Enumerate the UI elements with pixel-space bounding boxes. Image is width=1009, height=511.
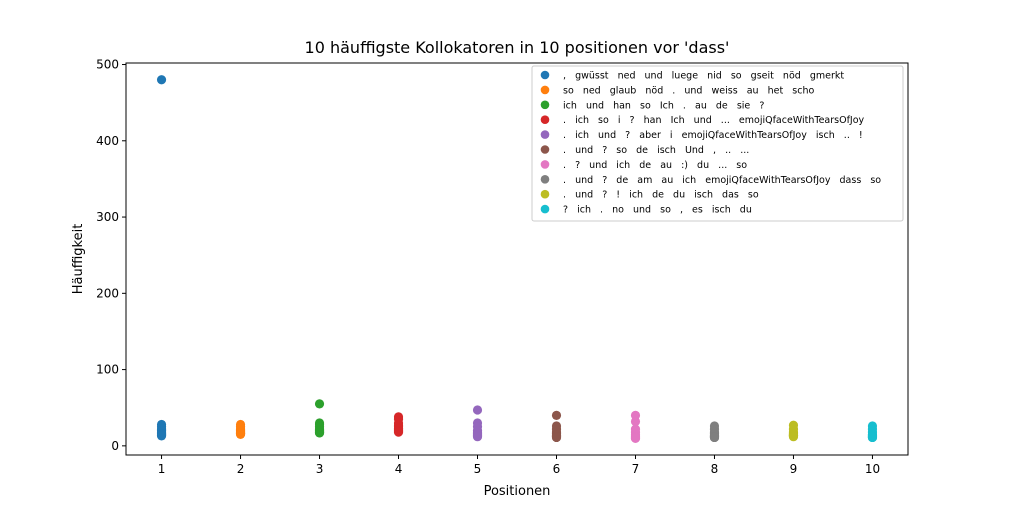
legend-entry-label: . und ? ! ich de du isch das so <box>563 190 759 201</box>
y-tick-label: 200 <box>96 286 119 300</box>
legend-marker <box>540 145 550 154</box>
y-tick-label: 500 <box>96 58 119 72</box>
legend-entry-label: . ? und ich de au :) du ... so <box>563 160 747 171</box>
data-point <box>788 432 799 442</box>
data-point <box>235 429 246 440</box>
x-tick-label: 8 <box>711 462 719 476</box>
x-tick-label: 10 <box>865 462 880 476</box>
legend-marker <box>540 100 550 110</box>
x-tick-label: 6 <box>553 462 561 476</box>
data-point <box>709 432 720 443</box>
series-4 <box>393 412 404 437</box>
x-tick-label: 9 <box>790 462 798 476</box>
data-point <box>472 432 483 442</box>
data-point <box>314 399 325 409</box>
legend-entry-label: . ich und ? aber i emojiQfaceWithTearsOf… <box>563 130 863 141</box>
legend-marker <box>540 115 550 124</box>
legend-box <box>531 65 904 222</box>
legend-entry-label: , gwüsst ned und luege nid so gseit nöd … <box>563 71 844 82</box>
y-tick-label: 100 <box>96 363 119 377</box>
data-point <box>630 416 641 427</box>
y-tick-label: 400 <box>96 134 119 148</box>
legend-entry-label: ich und han so Ich . au de sie ? <box>563 100 764 111</box>
data-point <box>393 427 404 437</box>
series-7 <box>630 410 641 443</box>
legend-entry-label: . ich so i ? han Ich und ... emojiQfaceW… <box>563 115 865 126</box>
data-point <box>551 432 562 443</box>
data-point <box>156 75 167 85</box>
data-point <box>472 405 483 415</box>
series-5 <box>472 405 483 442</box>
legend-entry-label: so ned glaub nöd . und weiss au het scho <box>563 85 814 96</box>
legend-entry-label: . und ? de am au ich emojiQfaceWithTears… <box>563 175 881 186</box>
legend-marker <box>540 204 550 214</box>
axes-frame <box>125 62 909 456</box>
series-2 <box>235 419 246 440</box>
x-tick-label: 7 <box>632 462 640 476</box>
data-point <box>551 410 562 420</box>
x-tick-label: 2 <box>237 462 245 476</box>
y-tick-label: 0 <box>111 439 119 453</box>
legend: , gwüsst ned und luege nid so gseit nöd … <box>531 65 904 222</box>
x-tick-label: 1 <box>158 462 166 476</box>
y-axis-title: Häuffigkeit <box>71 224 86 295</box>
legend-marker <box>540 70 550 80</box>
series-6 <box>551 410 562 443</box>
x-tick-label: 5 <box>474 462 482 476</box>
series-8 <box>709 421 720 443</box>
data-point <box>314 428 325 438</box>
legend-marker <box>540 189 550 199</box>
legend-marker <box>540 175 550 184</box>
x-axis-title: Positionen <box>484 484 551 499</box>
legend-entry-label: . und ? so de isch Und , .. ... <box>563 145 749 156</box>
legend-marker <box>540 160 550 169</box>
data-point <box>867 432 878 443</box>
chart-title: 10 häuffigste Kollokatoren in 10 positio… <box>305 38 730 57</box>
data-point <box>630 433 641 443</box>
legend-marker <box>540 85 550 95</box>
series-10 <box>867 421 878 443</box>
data-point <box>156 431 167 441</box>
legend-marker <box>540 130 550 139</box>
x-tick-label: 3 <box>316 462 324 476</box>
series-1 <box>156 75 167 441</box>
y-tick-label: 300 <box>96 210 119 224</box>
legend-entry-label: ? ich . no und so , es isch du <box>563 205 752 216</box>
series-3 <box>314 399 325 438</box>
x-tick-label: 4 <box>395 462 403 476</box>
series-9 <box>788 420 799 442</box>
